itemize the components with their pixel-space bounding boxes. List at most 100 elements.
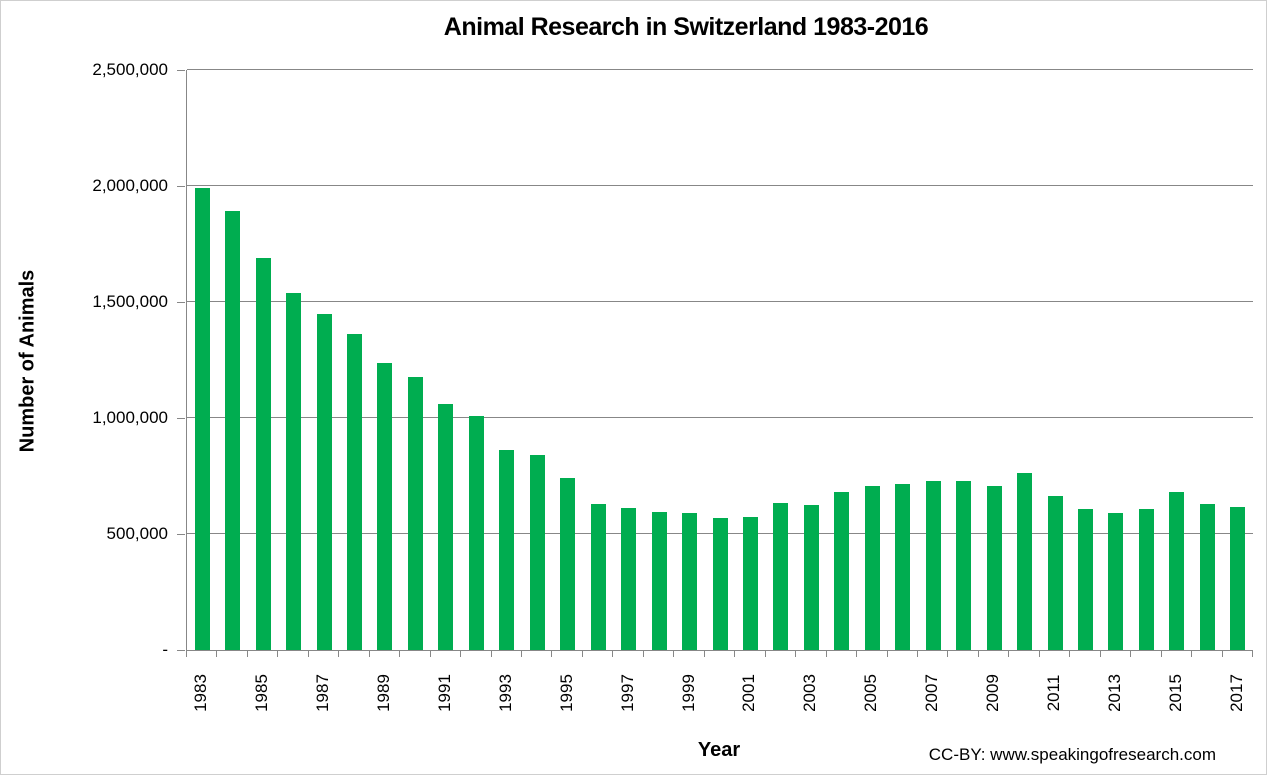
- bar-1997: [621, 508, 637, 650]
- y-axis-tick: [177, 534, 185, 535]
- x-axis-tick: [703, 651, 705, 657]
- bar-2013: [1108, 513, 1124, 650]
- bar-2011: [1047, 496, 1063, 650]
- x-axis-tick: [856, 651, 858, 657]
- x-axis-tick: [307, 651, 309, 657]
- x-tick-label-2009: 2009: [983, 674, 1003, 712]
- bar-2001: [742, 517, 758, 650]
- x-axis-tick: [1069, 651, 1071, 657]
- bar-1989: [377, 362, 393, 650]
- bar-2002: [773, 502, 789, 650]
- x-axis-tick: [916, 651, 918, 657]
- y-axis-tick: [177, 650, 185, 651]
- y-axis-tick: [177, 302, 185, 303]
- x-tick-label-1983: 1983: [191, 674, 211, 712]
- x-tick-label-2001: 2001: [739, 674, 759, 712]
- bar-2005: [864, 486, 880, 650]
- bar-1986: [286, 292, 302, 650]
- y-axis-tick: [177, 186, 185, 187]
- x-axis-tick: [429, 651, 431, 657]
- bar-2004: [834, 492, 850, 650]
- y-axis-tick: [177, 70, 185, 71]
- x-axis-tick: [1130, 651, 1132, 657]
- x-axis-tick: [612, 651, 614, 657]
- x-axis-tick: [551, 651, 553, 657]
- x-axis-tick: [277, 651, 279, 657]
- x-tick-label-1991: 1991: [434, 674, 454, 712]
- x-axis-tick: [490, 651, 492, 657]
- y-tick-label: 1,000,000: [92, 408, 168, 427]
- x-axis-tick: [1038, 651, 1040, 657]
- bar-2017: [1230, 507, 1246, 650]
- x-tick-label-2003: 2003: [800, 674, 820, 712]
- x-tick-label-1987: 1987: [313, 674, 333, 712]
- bar-2007: [925, 481, 941, 650]
- x-axis-tick: [1191, 651, 1193, 657]
- y-tick-label: -: [162, 640, 168, 659]
- bar-1987: [316, 314, 332, 650]
- bar-2014: [1138, 509, 1154, 650]
- bar-1999: [682, 513, 698, 650]
- x-tick-label-2011: 2011: [1044, 674, 1064, 712]
- x-axis-tick: [368, 651, 370, 657]
- bar-1994: [529, 455, 545, 650]
- gridline-2000000: [187, 185, 1253, 186]
- bar-2006: [895, 484, 911, 650]
- x-axis-tick: [734, 651, 736, 657]
- x-tick-label-2007: 2007: [922, 674, 942, 712]
- x-axis-tick: [216, 651, 218, 657]
- bar-1988: [347, 334, 362, 650]
- x-axis-tick: [460, 651, 462, 657]
- x-axis-tick: [246, 651, 248, 657]
- x-tick-label-1993: 1993: [495, 674, 515, 712]
- x-axis-tick: [764, 651, 766, 657]
- gridline-1500000: [187, 301, 1253, 302]
- y-tick-label: 2,000,000: [92, 176, 168, 195]
- x-axis-tick: [338, 651, 340, 657]
- x-axis-tick: [673, 651, 675, 657]
- y-tick-label: 2,500,000: [92, 60, 168, 79]
- bar-2000: [712, 518, 728, 650]
- gridline-2500000: [187, 69, 1253, 70]
- x-axis-tick: [795, 651, 797, 657]
- x-axis-tick: [1252, 651, 1253, 657]
- bar-1995: [560, 478, 576, 650]
- y-tick-label: 500,000: [106, 524, 168, 543]
- y-tick-label: 1,500,000: [92, 292, 168, 311]
- y-axis-title: Number of Animals: [16, 269, 39, 453]
- bar-2003: [803, 504, 819, 650]
- bar-1996: [590, 504, 606, 650]
- x-axis-tick: [186, 651, 187, 657]
- x-axis-tick: [1099, 651, 1101, 657]
- x-tick-label-1985: 1985: [252, 674, 272, 712]
- bar-1992: [468, 415, 484, 650]
- bar-2016: [1199, 503, 1215, 650]
- chart-title: Animal Research in Switzerland 1983-2016: [443, 13, 929, 41]
- y-axis-tick: [177, 418, 185, 419]
- plot-area: [186, 69, 1253, 651]
- x-tick-label-2013: 2013: [1104, 674, 1124, 712]
- x-tick-label-2015: 2015: [1165, 674, 1185, 712]
- x-axis-tick: [947, 651, 949, 657]
- bar-1983: [194, 187, 210, 650]
- x-axis-tick: [1008, 651, 1010, 657]
- bar-1985: [255, 258, 271, 650]
- x-tick-label-1995: 1995: [556, 674, 576, 712]
- bar-1993: [499, 449, 515, 650]
- x-axis-tick: [1160, 651, 1162, 657]
- x-axis-tick: [1221, 651, 1223, 657]
- x-tick-label-1989: 1989: [373, 674, 393, 712]
- x-tick-label-1999: 1999: [678, 674, 698, 712]
- x-tick-label-2017: 2017: [1226, 674, 1246, 712]
- x-axis-tick: [642, 651, 644, 657]
- bar-2015: [1169, 491, 1185, 650]
- bar-2008: [956, 480, 972, 650]
- x-tick-label-2005: 2005: [861, 674, 881, 712]
- bar-1990: [407, 376, 423, 650]
- x-axis-tick: [521, 651, 523, 657]
- x-axis-tick: [886, 651, 888, 657]
- x-axis-title: Year: [697, 739, 741, 761]
- x-axis-tick: [399, 651, 401, 657]
- bar-2010: [1017, 473, 1033, 650]
